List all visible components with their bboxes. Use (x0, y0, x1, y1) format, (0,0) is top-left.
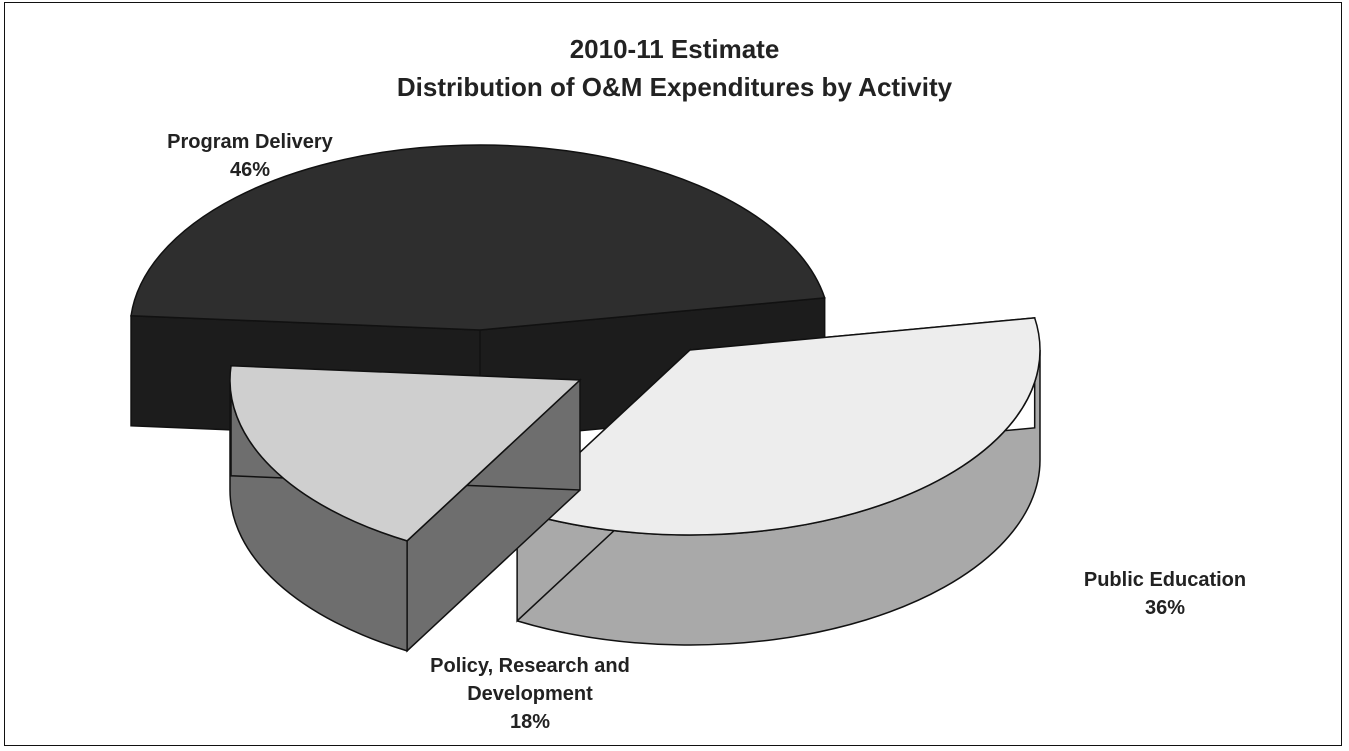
label-policy-research-name-line2: Development (467, 683, 593, 705)
pie-slice-policy-research-and (229, 365, 582, 653)
label-program-delivery: Program Delivery 46% (140, 128, 360, 184)
pie-slice-top (515, 317, 1041, 536)
label-program-delivery-value: 46% (229, 159, 271, 181)
pie-slice-public-education (515, 317, 1041, 646)
label-policy-research-value: 18% (509, 711, 551, 733)
label-public-education-name: Public Education (1083, 569, 1247, 591)
label-policy-research: Policy, Research and Development 18% (390, 652, 670, 736)
label-public-education: Public Education 36% (1060, 566, 1270, 622)
pie-slice-top (229, 365, 582, 542)
label-policy-research-name: Policy, Research and (430, 655, 630, 677)
label-public-education-value: 36% (1144, 597, 1186, 619)
chart-subtitle: Distribution of O&M Expenditures by Acti… (396, 72, 953, 102)
chart-title: 2010-11 Estimate (569, 34, 780, 64)
pie-slice-top (130, 144, 826, 331)
label-program-delivery-name: Program Delivery (167, 131, 333, 153)
